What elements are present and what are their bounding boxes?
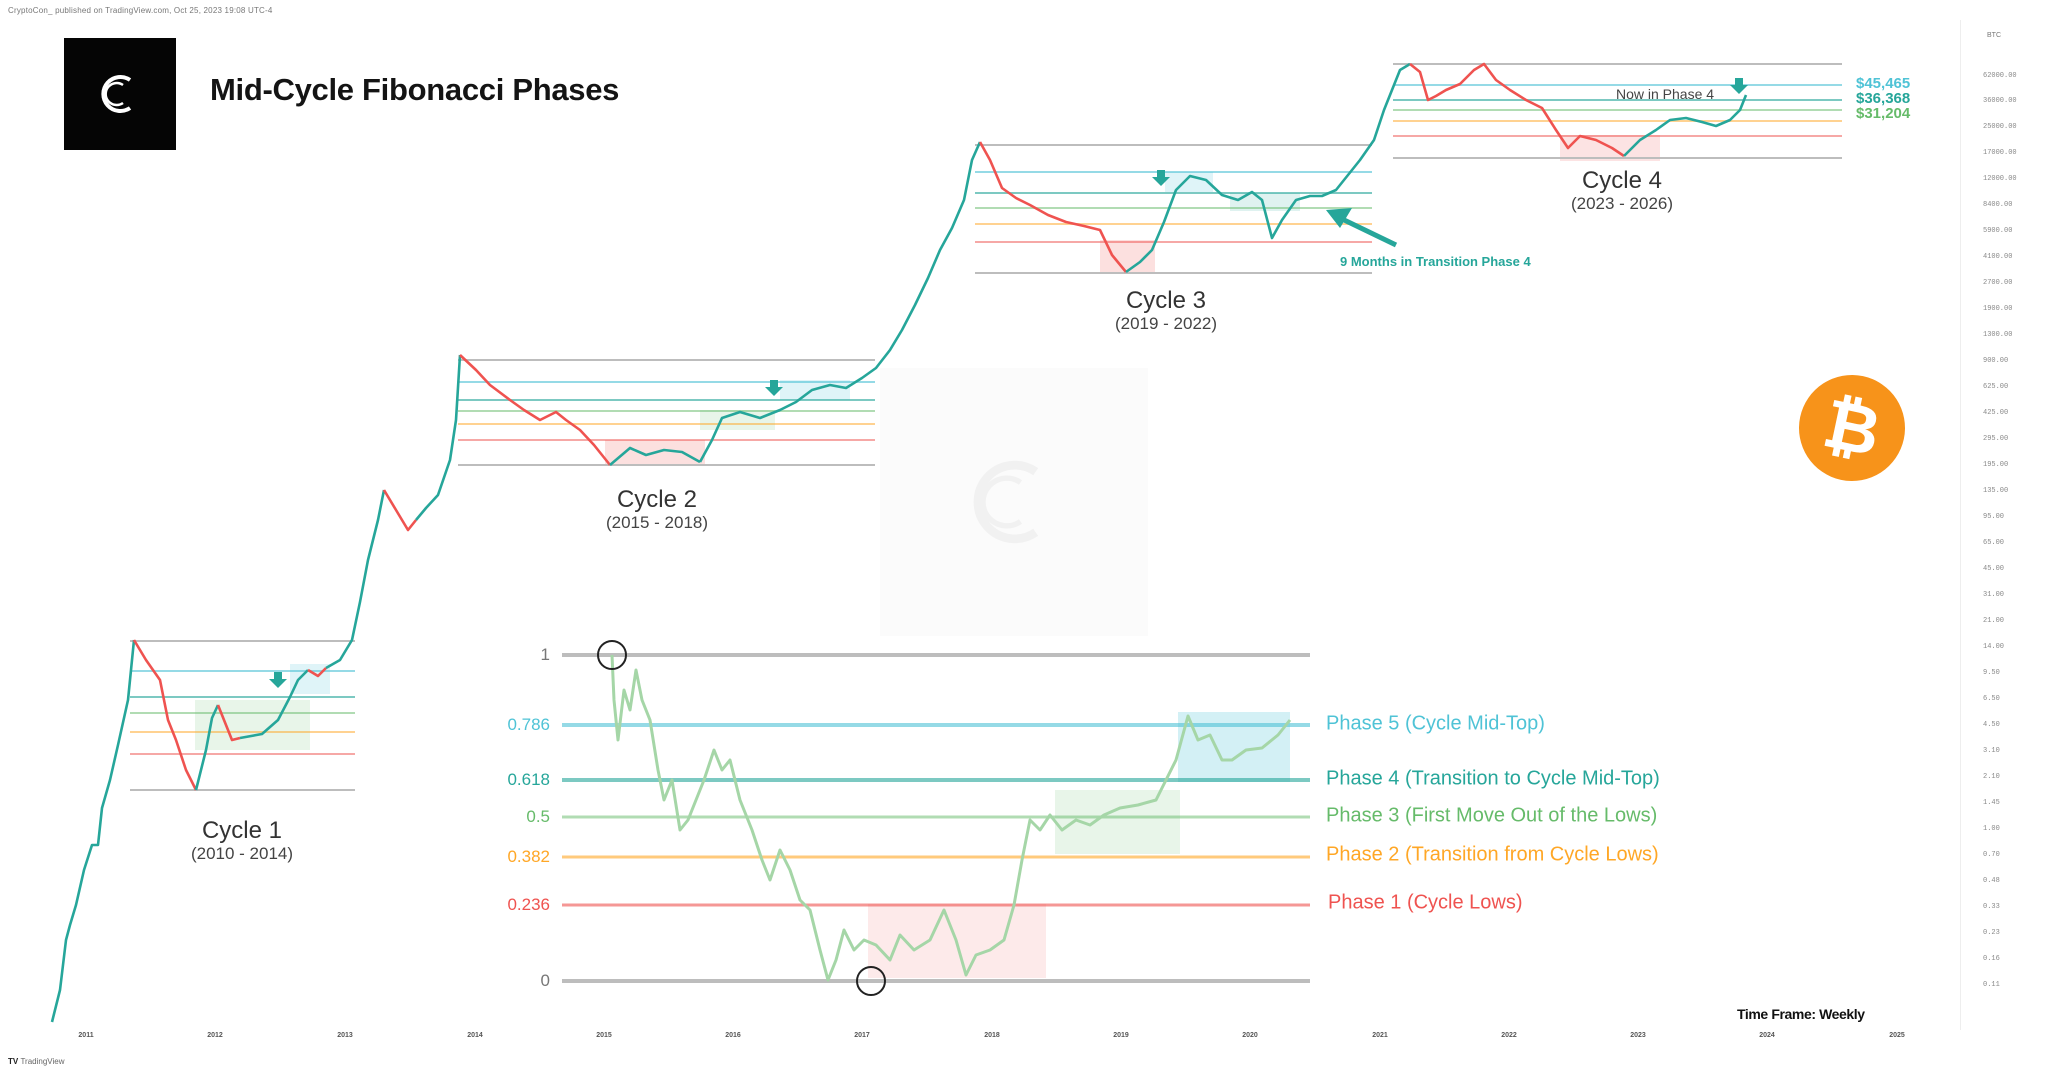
down-arrow-icon — [1152, 170, 1170, 186]
x-tick: 2016 — [725, 1032, 741, 1039]
publish-info: CryptoCon_ published on TradingView.com,… — [8, 6, 273, 15]
x-tick: 2023 — [1630, 1032, 1646, 1039]
price-axis[interactable]: BTC 62000.00 36000.00 25000.00 17000.00 … — [1960, 20, 2048, 1030]
btc-price-series — [50, 62, 1748, 1023]
y-tick: 1.00 — [1983, 825, 2000, 833]
cycle1-fib-levels — [130, 640, 355, 791]
x-tick: 2025 — [1889, 1032, 1905, 1039]
y-tick: 9.50 — [1983, 669, 2000, 677]
y-tick: 2700.00 — [1983, 279, 2013, 287]
y-tick: 1300.00 — [1983, 331, 2013, 339]
x-tick: 2011 — [78, 1032, 94, 1039]
down-arrow-icon — [269, 672, 287, 688]
y-tick: 0.70 — [1983, 851, 2000, 859]
watermark-logo — [880, 368, 1148, 636]
x-tick: 2015 — [596, 1032, 612, 1039]
cycle2-label: Cycle 2 (2015 - 2018) — [605, 486, 709, 532]
price-level-0786: $45,465 — [1856, 75, 1911, 92]
tradingview-logo-icon: TV — [8, 1057, 21, 1066]
fib-level-0236: 0.236 — [507, 895, 550, 914]
cycle4-label: Cycle 4 (2023 - 2026) — [1570, 167, 1674, 213]
y-tick: 135.00 — [1983, 487, 2009, 495]
chart-title: Mid-Cycle Fibonacci Phases — [210, 72, 620, 107]
y-tick: 25000.00 — [1983, 123, 2017, 131]
y-tick: 5900.00 — [1983, 227, 2013, 235]
phase4-label: Phase 4 (Transition to Cycle Mid-Top) — [1326, 767, 1660, 790]
x-tick: 2024 — [1759, 1032, 1775, 1039]
x-tick: 2022 — [1501, 1032, 1517, 1039]
y-tick: 95.00 — [1983, 513, 2005, 521]
cryptocon-c-logo-icon — [101, 75, 132, 113]
timeframe-label: Time Frame: Weekly — [1737, 1006, 1865, 1022]
y-tick: 0.23 — [1983, 929, 2000, 937]
fib-level-0: 0 — [540, 971, 550, 990]
x-tick: 2019 — [1113, 1032, 1129, 1039]
x-tick: 2021 — [1372, 1032, 1388, 1039]
y-tick: 0.11 — [1983, 981, 2000, 989]
y-tick: 425.00 — [1983, 409, 2009, 417]
x-tick: 2018 — [984, 1032, 1000, 1039]
cryptocon-logo — [64, 38, 176, 150]
y-tick: 1900.00 — [1983, 305, 2013, 313]
down-arrow-icon — [1730, 78, 1748, 94]
y-tick: 0.33 — [1983, 903, 2000, 911]
x-tick: 2020 — [1242, 1032, 1258, 1039]
y-tick: 21.00 — [1983, 617, 2005, 625]
x-tick: 2013 — [337, 1032, 353, 1039]
y-tick: 4.50 — [1983, 721, 2000, 729]
fib-level-0786: 0.786 — [507, 715, 550, 734]
y-tick: 1.45 — [1983, 799, 2000, 807]
fib-level-05: 0.5 — [526, 807, 550, 826]
y-tick: 900.00 — [1983, 357, 2009, 365]
x-tick: 2017 — [854, 1032, 870, 1039]
watermark-c-icon — [973, 460, 1039, 544]
y-tick: 0.48 — [1983, 877, 2000, 885]
y-tick: 31.00 — [1983, 591, 2005, 599]
y-tick: 62000.00 — [1983, 72, 2017, 80]
y-tick: 0.16 — [1983, 955, 2000, 963]
tradingview-brand[interactable]: TV TradingView — [8, 1057, 65, 1066]
down-arrow-icon — [765, 380, 783, 396]
x-tick: 2012 — [207, 1032, 223, 1039]
phase1-label: Phase 1 (Cycle Lows) — [1328, 891, 1523, 914]
y-tick: 14.00 — [1983, 643, 2005, 651]
y-tick: 3.10 — [1983, 747, 2000, 755]
cycle1-label: Cycle 1 (2010 - 2014) — [190, 817, 294, 863]
axis-currency: BTC — [1987, 32, 2001, 39]
cycle3-fib-levels — [975, 144, 1372, 274]
y-tick: 4100.00 — [1983, 253, 2013, 261]
now-in-phase-note: Now in Phase 4 — [1616, 86, 1715, 102]
y-tick: 6.50 — [1983, 695, 2000, 703]
fib-level-1: 1 — [540, 645, 550, 664]
price-level-05: $31,204 — [1856, 105, 1911, 122]
y-tick: 17000.00 — [1983, 149, 2017, 157]
y-tick: 8400.00 — [1983, 201, 2013, 209]
inset-fib-chart — [562, 640, 1310, 996]
phase3-label: Phase 3 (First Move Out of the Lows) — [1326, 804, 1658, 827]
arrow-markers — [269, 78, 1748, 688]
transition-arrow-icon — [1326, 208, 1398, 248]
cycle3-label: Cycle 3 (2019 - 2022) — [1114, 287, 1218, 333]
y-tick: 625.00 — [1983, 383, 2009, 391]
phase5-label: Phase 5 (Cycle Mid-Top) — [1326, 712, 1545, 735]
y-tick: 2.10 — [1983, 773, 2000, 781]
y-tick: 12000.00 — [1983, 175, 2017, 183]
y-tick: 295.00 — [1983, 435, 2009, 443]
phase2-label: Phase 2 (Transition from Cycle Lows) — [1326, 843, 1659, 866]
y-tick: 195.00 — [1983, 461, 2009, 469]
cycle4-fib-levels — [1393, 63, 1842, 161]
time-axis[interactable]: 2011 2012 2013 2014 2015 2016 2017 2018 … — [0, 1026, 1960, 1044]
y-tick: 36000.00 — [1983, 97, 2017, 105]
price-level-0618: $36,368 — [1856, 90, 1911, 107]
transition-note: 9 Months in Transition Phase 4 — [1340, 254, 1531, 269]
y-tick: 65.00 — [1983, 539, 2005, 547]
price-chart[interactable] — [0, 0, 1960, 1030]
fib-level-0382: 0.382 — [507, 847, 550, 866]
y-tick: 45.00 — [1983, 565, 2005, 573]
fib-level-0618: 0.618 — [507, 770, 550, 789]
x-tick: 2014 — [467, 1032, 483, 1039]
